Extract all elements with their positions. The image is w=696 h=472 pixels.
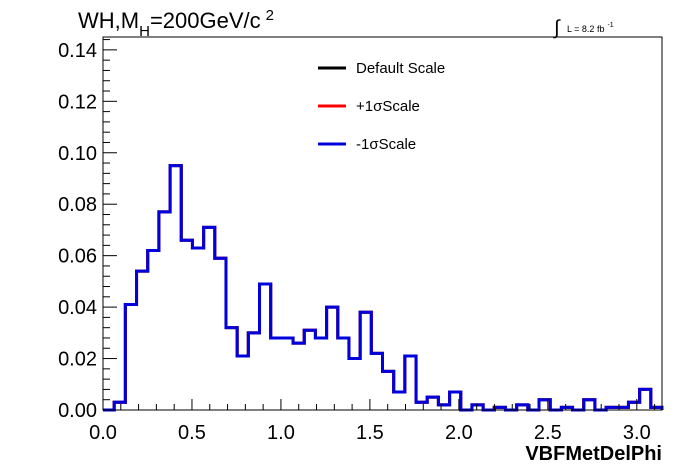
x-tick-label: 2.5 [534,422,562,444]
legend-entry-3: -1σScale [318,136,416,153]
x-tick-label: 0.0 [89,422,117,444]
luminosity-superscript: -1 [607,22,613,29]
x-tick-label: 0.5 [178,422,206,444]
series-line-3 [103,164,664,412]
y-tick-label: 0.08 [58,194,97,216]
x-tick-label: 1.5 [356,422,384,444]
integral-symbol: ∫ [553,17,561,39]
y-tick-label: 0.12 [58,91,97,113]
y-tick-label: 0.14 [58,40,97,62]
series-layer [103,164,664,412]
chart-title: WH,MH=200GeV/c 2 [78,7,274,40]
legend-label: -1σScale [356,136,416,153]
y-tick-label: 0.02 [58,349,97,371]
series-3 [103,164,664,412]
axes-layer: 0.0 0.5 1.0 1.5 2.0 2.5 3.0 0.00 0.02 0.04 0.06 0.0… [58,36,663,444]
plot-frame [102,36,663,411]
x-tick-label: 2.0 [445,422,473,444]
title-superscript: 2 [266,7,274,24]
luminosity-value: L = 8.2 fb [567,24,604,34]
legend: Default Scale +1σScale -1σScale [318,60,445,153]
y-tick-label: 0.06 [58,246,97,268]
luminosity-label: ∫ L = 8.2 fb -1 [553,17,614,39]
title-main: WH,M [78,8,139,33]
legend-label: +1σScale [356,98,420,115]
legend-label: Default Scale [356,60,445,77]
luminosity-text: L = 8.2 fb -1 [567,22,614,34]
x-tick-label: 3.0 [623,422,651,444]
y-tick-label: 0.04 [58,297,97,319]
legend-entry-2: +1σScale [318,98,420,115]
title-rest: =200GeV/c [150,8,261,33]
y-tick-label: 0.00 [58,400,97,422]
legend-entry-1: Default Scale [318,60,445,77]
title-subscript: H [139,23,150,40]
x-axis-title: VBFMetDelPhi [525,443,662,465]
x-tick-label: 1.0 [267,422,295,444]
y-tick-label: 0.10 [58,143,97,165]
